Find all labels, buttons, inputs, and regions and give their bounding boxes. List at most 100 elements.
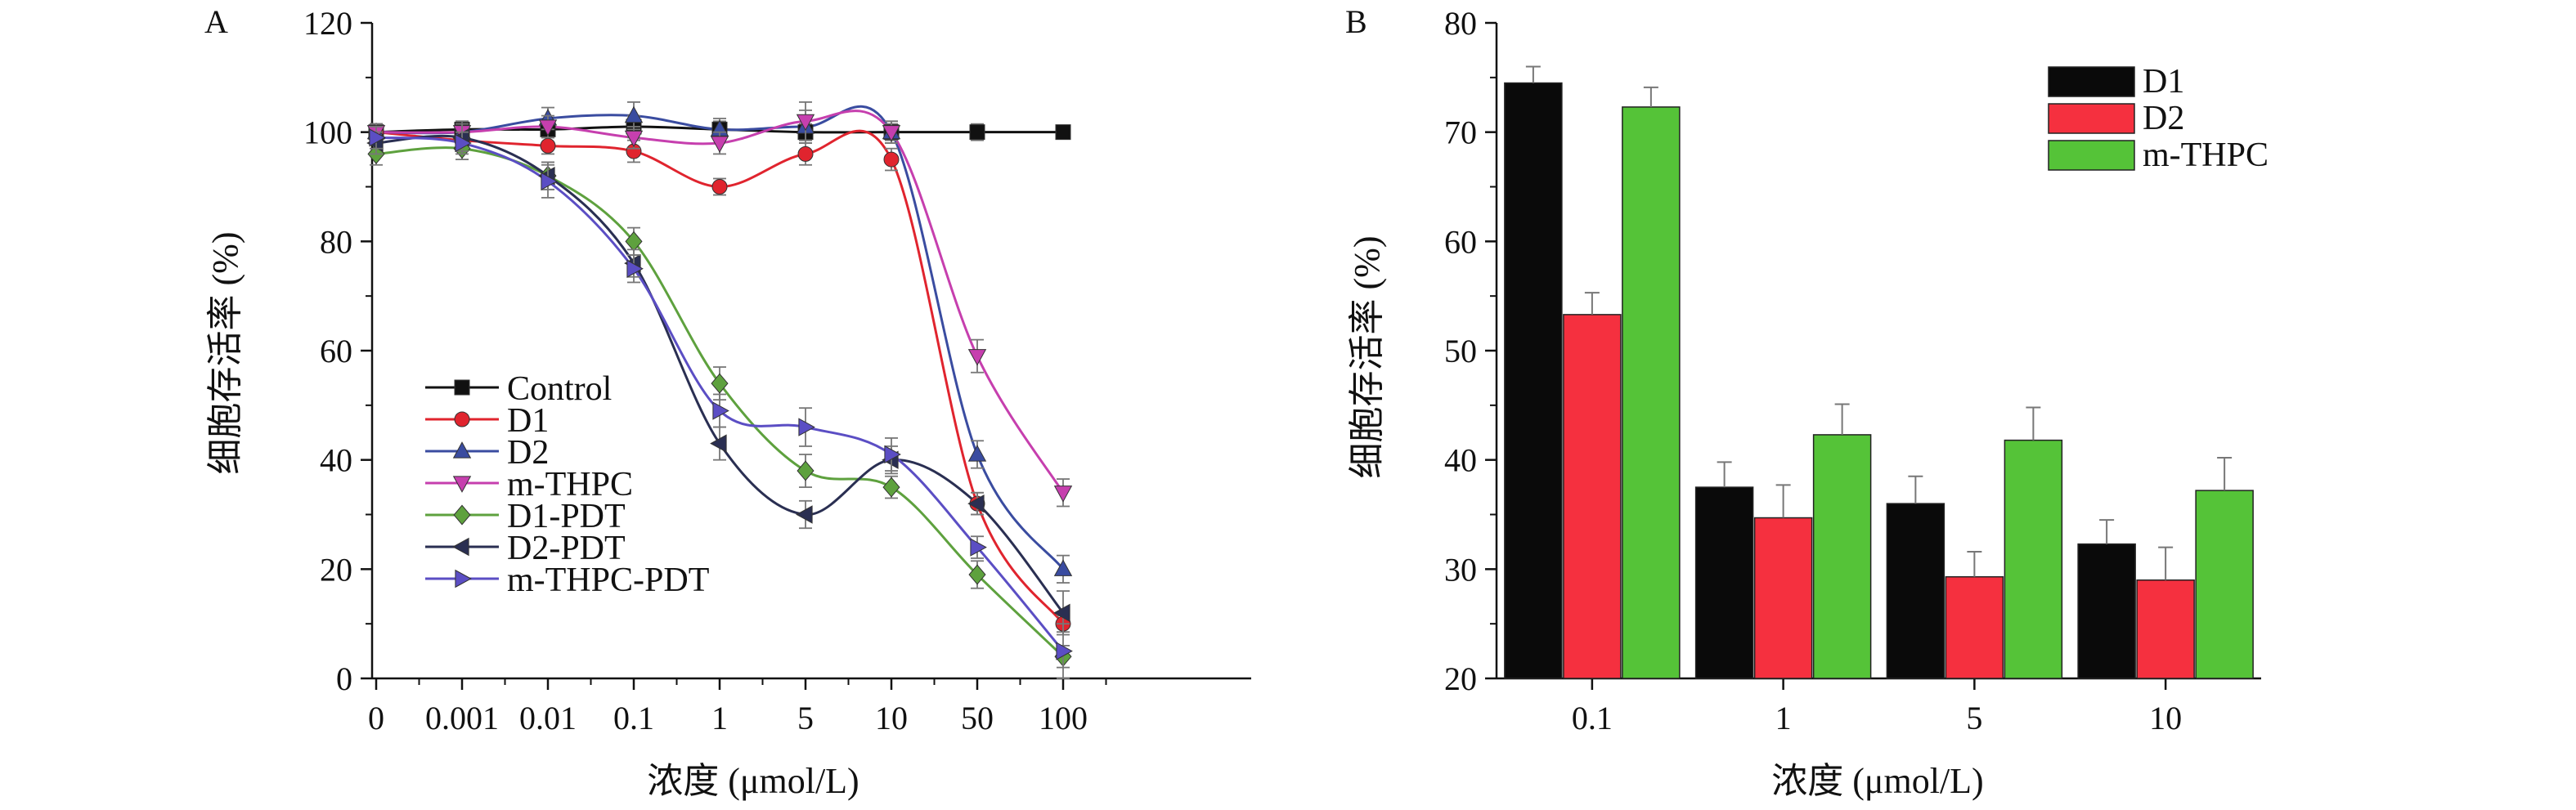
x-tick-label: 0.001	[425, 700, 499, 736]
x-tick-label: 1	[711, 700, 728, 736]
data-point-d1-pdt	[882, 477, 900, 498]
x-tick-label: 50	[961, 700, 994, 736]
panel-b-y-axis-title: 细胞存活率 (%)	[1347, 236, 1387, 479]
legend-label-control: Control	[507, 370, 612, 408]
y-tick-label: 100	[303, 114, 352, 151]
y-tick-label: 20	[320, 551, 352, 588]
panel-a-label: A	[204, 3, 228, 40]
x-tick-label: 5	[797, 700, 814, 736]
panel-b-label: B	[1345, 3, 1367, 40]
x-tick-label: 10	[2149, 700, 2182, 736]
legend-label-d2: D2	[2143, 100, 2184, 137]
y-tick-label: 80	[1444, 5, 1477, 42]
data-point-d2-pdt	[1053, 603, 1070, 622]
y-tick-label: 40	[320, 442, 352, 479]
x-tick-label: 10	[875, 700, 908, 736]
data-point-d2-pdt	[710, 434, 727, 453]
legend-marker-control	[454, 379, 470, 396]
data-point-m-thpc-pdt	[455, 133, 472, 153]
y-tick-label: 60	[1444, 223, 1477, 260]
panel-b-x-axis-title: 浓度 (μmol/L)	[1771, 761, 1983, 801]
bar-d2	[1945, 575, 2004, 679]
data-point-d1-pdt	[968, 564, 986, 585]
legend-label-m-thpc-pdt: m-THPC-PDT	[507, 562, 709, 599]
legend-swatch-d1	[2048, 66, 2135, 97]
data-point-m-thpc	[710, 136, 729, 153]
legend-label-d1-pdt: D1-PDT	[507, 498, 626, 535]
data-point-d1	[711, 179, 728, 195]
legend-label-d1: D1	[2143, 63, 2184, 101]
x-tick-label: 0.01	[519, 700, 577, 736]
bar-d1	[1694, 486, 1754, 679]
y-tick-label: 60	[320, 333, 352, 369]
y-tick-label: 50	[1444, 333, 1477, 369]
y-tick-label: 0	[336, 660, 352, 697]
data-point-d2	[1053, 559, 1073, 576]
data-point-m-thpc-pdt	[798, 418, 815, 436]
x-tick-label: 5	[1966, 700, 1982, 736]
legend-label-m-thpc: m-THPC	[507, 466, 633, 503]
panel-b-bars	[1504, 65, 2254, 679]
x-tick-label: 1	[1775, 700, 1792, 736]
series-line-m-thpc	[375, 110, 1065, 494]
y-tick-label: 20	[1444, 660, 1477, 697]
legend-marker-m-thpc-pdt	[455, 569, 472, 588]
legend-swatch-d2	[2048, 103, 2135, 134]
data-point-control	[1055, 124, 1071, 141]
data-point-m-thpc	[882, 125, 901, 142]
y-tick-label: 30	[1444, 551, 1477, 588]
data-point-d2-pdt	[967, 494, 985, 513]
legend-swatch-m-thpc	[2048, 140, 2135, 171]
bar-d2	[1563, 314, 1622, 679]
data-point-m-thpc	[967, 349, 987, 366]
legend-label-m-thpc: m-THPC	[2143, 136, 2269, 174]
data-point-m-thpc-pdt	[970, 538, 987, 557]
x-tick-label: 100	[1039, 700, 1088, 736]
data-point-d2	[624, 105, 644, 123]
data-point-m-thpc-pdt	[712, 401, 729, 420]
data-point-d1	[797, 145, 814, 162]
bar-d1	[1504, 82, 1563, 679]
data-point-m-thpc-pdt	[884, 445, 901, 464]
panel-b-bar-chart: B 20 30 40 50 60 70 80 0.1 1 5 10 浓度 (μmol/L) 细胞存活…	[1345, 3, 2269, 801]
legend-label-d2-pdt: D2-PDT	[507, 530, 626, 567]
data-point-m-thpc-pdt	[1056, 642, 1073, 660]
data-point-d1	[540, 137, 556, 154]
bar-d1	[1886, 503, 1945, 679]
bar-d2	[2136, 579, 2195, 679]
data-point-d2-pdt	[796, 505, 813, 524]
legend-marker-d2-pdt	[452, 537, 469, 557]
x-tick-label: 0.1	[1572, 700, 1613, 736]
x-tick-label: 0	[368, 700, 384, 736]
legend-marker-d1-pdt	[453, 504, 471, 526]
data-point-m-thpc	[796, 114, 815, 132]
x-tick-label: 0.1	[613, 700, 654, 736]
legend-label-d2: D2	[507, 434, 549, 472]
bar-m-thpc	[1622, 106, 1681, 679]
data-point-d2	[967, 445, 987, 462]
bar-d1	[2077, 543, 2136, 679]
legend-marker-d1	[454, 411, 470, 427]
bar-m-thpc	[2004, 439, 2063, 679]
y-tick-label: 80	[320, 223, 352, 260]
data-point-m-thpc-pdt	[369, 128, 386, 147]
panel-a-x-axis-title: 浓度 (μmol/L)	[647, 761, 859, 801]
bar-d2	[1753, 517, 1813, 679]
bar-m-thpc	[2195, 490, 2254, 679]
data-point-d1-pdt	[711, 373, 729, 394]
data-point-d1	[883, 151, 900, 168]
legend-label-d1: D1	[507, 402, 549, 440]
bar-m-thpc	[1812, 434, 1872, 679]
panel-a-points	[366, 101, 1073, 679]
legend-marker-m-thpc	[452, 476, 472, 493]
y-tick-label: 40	[1444, 442, 1477, 479]
y-tick-label: 120	[303, 5, 352, 42]
series-line-d2	[375, 105, 1065, 571]
panel-a-y-axis-title: 细胞存活率 (%)	[205, 232, 245, 475]
data-point-control	[969, 124, 985, 141]
y-tick-label: 70	[1444, 114, 1477, 151]
legend-marker-d2	[452, 441, 472, 459]
